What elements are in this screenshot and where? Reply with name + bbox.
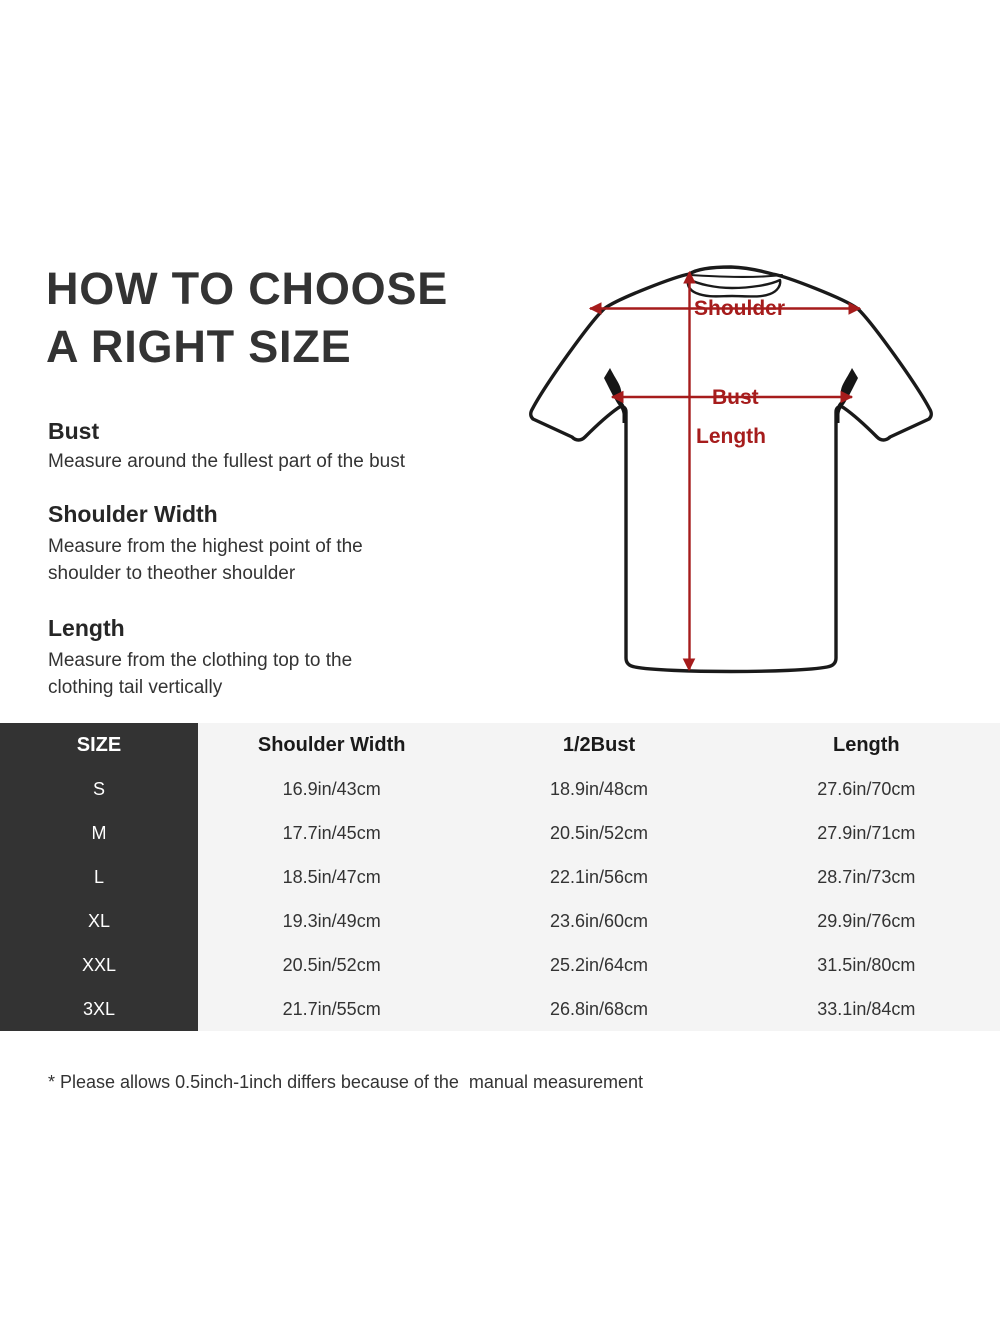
svg-text:Bust: Bust bbox=[712, 386, 759, 409]
svg-text:Shoulder: Shoulder bbox=[694, 297, 785, 320]
svg-text:Length: Length bbox=[696, 425, 766, 448]
